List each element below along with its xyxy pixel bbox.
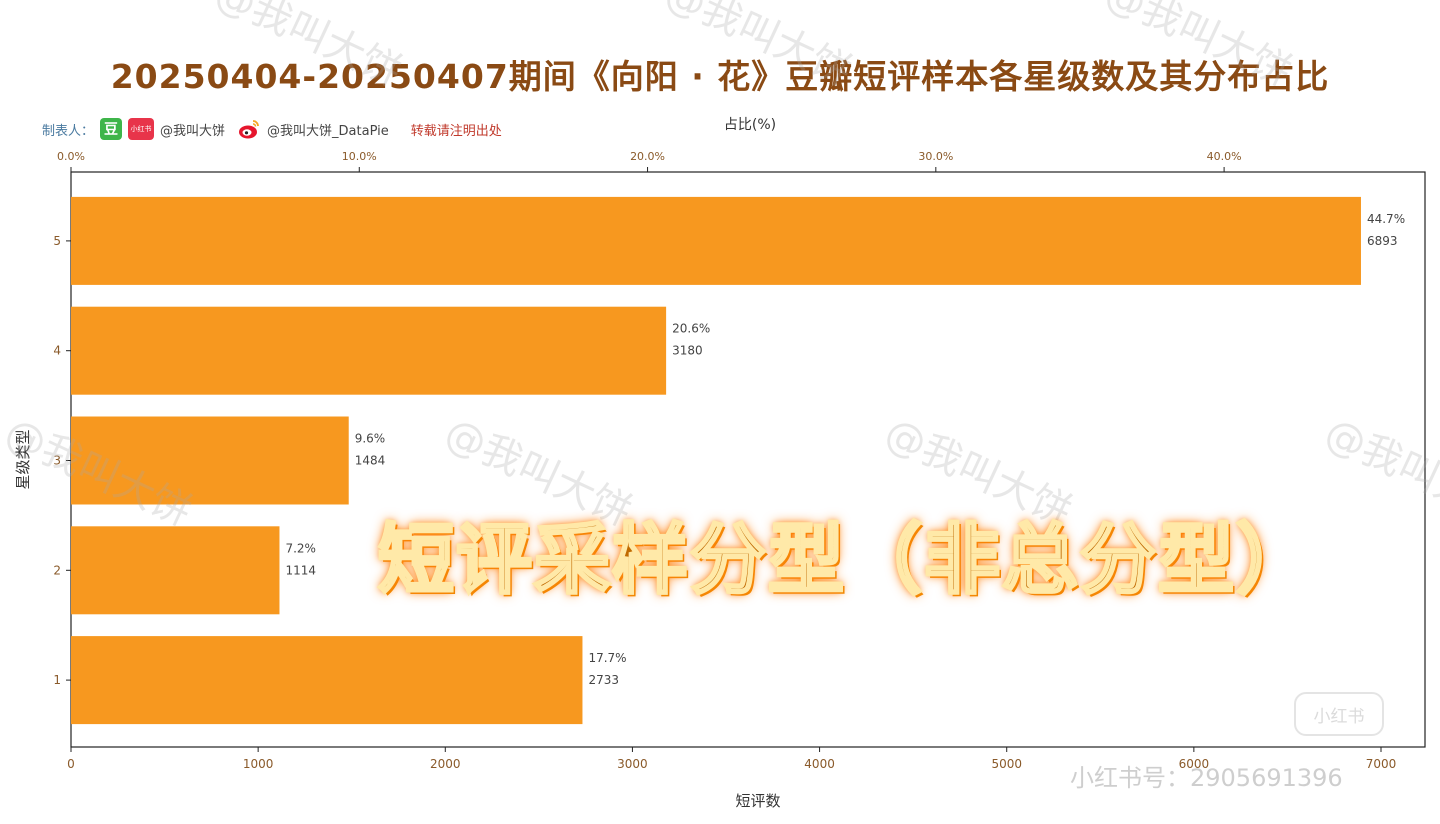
y-axis-label: 星级类型 — [14, 429, 32, 489]
bar — [71, 306, 667, 395]
x-tick-label: 4000 — [804, 757, 835, 771]
overlay-caption: 短评采样分型（非总分型） — [377, 514, 1314, 606]
percent-label: 9.6% — [355, 432, 386, 446]
weibo-handle: @我叫大饼_DataPie — [267, 123, 389, 139]
bar — [71, 416, 349, 505]
x-tick-label: 6000 — [1179, 757, 1210, 771]
x-axis-label: 短评数 — [735, 792, 780, 810]
x-tick-label: 7000 — [1366, 757, 1397, 771]
count-label: 1114 — [285, 563, 316, 577]
top-tick-label: 40.0% — [1207, 150, 1242, 163]
top-axis-label: 占比(%) — [723, 117, 777, 133]
count-label: 6893 — [1367, 234, 1398, 248]
x-tick-label: 0 — [67, 757, 75, 771]
percent-label: 7.2% — [285, 541, 316, 555]
percent-label: 44.7% — [1367, 212, 1405, 226]
top-tick-label: 30.0% — [918, 150, 953, 163]
top-tick-label: 20.0% — [630, 150, 665, 163]
y-tick-label: 5 — [53, 234, 61, 248]
chart-title: 20250404-20250407期间《向阳 · 花》豆瓣短评样本各星级数及其分… — [110, 57, 1330, 96]
top-tick-label: 10.0% — [342, 150, 377, 163]
x-tick-label: 1000 — [243, 757, 274, 771]
weibo-logo-icon — [239, 120, 259, 139]
x-tick-label: 2000 — [430, 757, 461, 771]
x-tick-label: 3000 — [617, 757, 648, 771]
top-tick-label: 0.0% — [57, 150, 85, 163]
count-label: 2733 — [588, 673, 619, 687]
bar — [71, 636, 583, 725]
repost-note: 转载请注明出处 — [410, 123, 502, 139]
y-tick-label: 4 — [53, 344, 61, 358]
xhs-id-watermark: 小红书号：2905691396 — [1070, 764, 1343, 792]
x-tick-label: 5000 — [991, 757, 1022, 771]
xhs-handle: @我叫大饼 — [160, 123, 226, 139]
y-tick-label: 3 — [53, 454, 61, 468]
y-tick-label: 1 — [53, 673, 61, 687]
count-label: 1484 — [355, 454, 386, 468]
xiaohongshu-logo-icon: 小红书 — [128, 118, 155, 140]
y-tick-label: 2 — [53, 563, 61, 577]
bar — [71, 526, 280, 615]
credit-line: 制表人： 豆 小红书 @我叫大饼 @我叫大饼_DataPie 转载请注明出处 — [42, 118, 502, 140]
count-label: 3180 — [672, 344, 703, 358]
bar — [71, 196, 1361, 285]
xhs-watermark-badge: 小红书 — [1294, 692, 1384, 736]
percent-label: 20.6% — [672, 322, 710, 336]
credit-prefix: 制表人： — [42, 123, 95, 139]
douban-logo-icon: 豆 — [100, 118, 123, 140]
percent-label: 17.7% — [588, 651, 626, 665]
